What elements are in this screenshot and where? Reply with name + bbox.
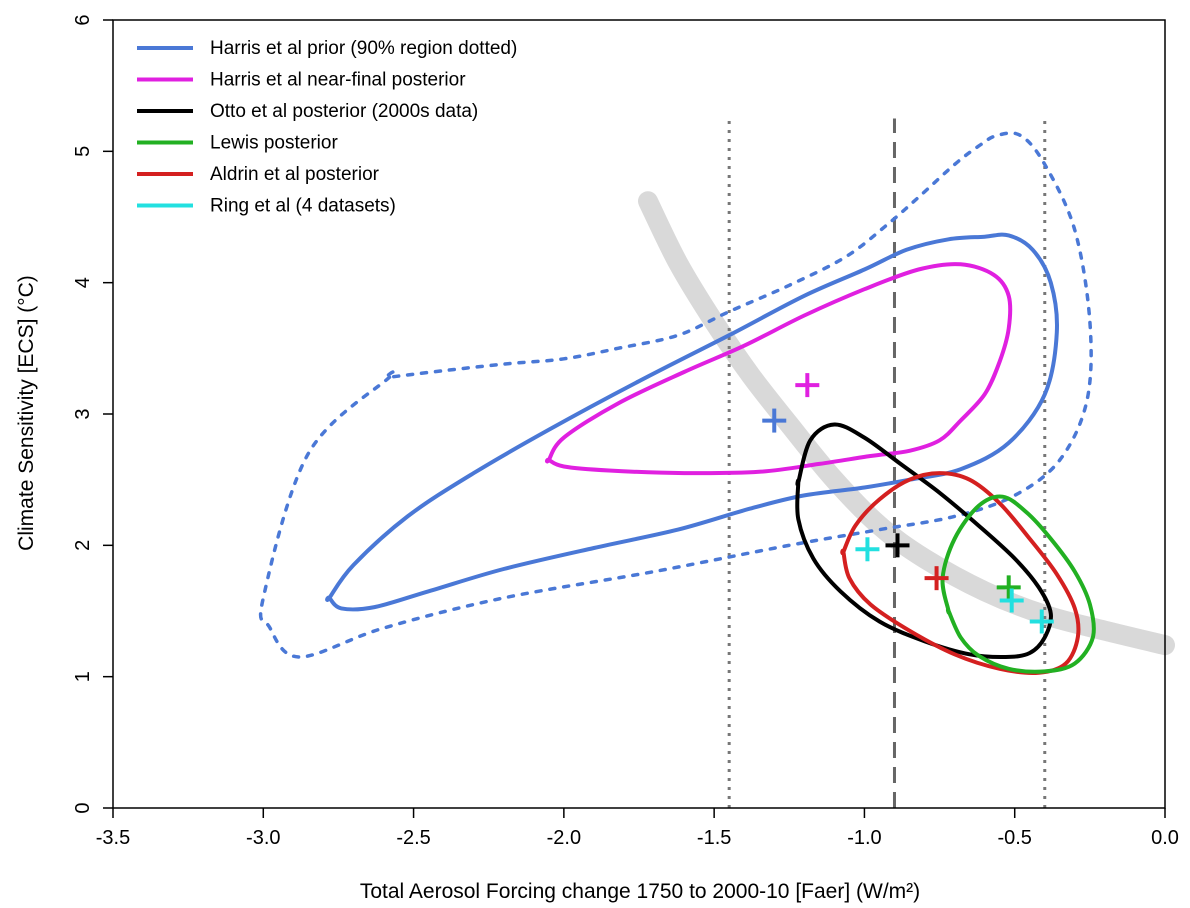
- legend-item: Lewis posterior: [137, 133, 338, 154]
- y-tick-label: 6: [72, 14, 94, 25]
- cross-marker: [1029, 609, 1054, 634]
- legend-item: Otto et al posterior (2000s data): [137, 101, 478, 122]
- cross-marker: [855, 537, 880, 562]
- series-contour: [258, 131, 1093, 659]
- legend-item: Ring et al (4 datasets): [137, 196, 396, 217]
- series-contour: [544, 262, 1013, 476]
- series-contour: [840, 471, 1081, 675]
- x-tick-label: -3.0: [246, 827, 280, 849]
- y-tick-label: 0: [72, 802, 94, 813]
- legend-item: Harris et al near-final posterior: [137, 70, 466, 91]
- x-tick-label: -1.5: [697, 827, 731, 849]
- cross-marker: [885, 533, 910, 558]
- y-tick-label: 2: [72, 540, 94, 551]
- legend-label: Ring et al (4 datasets): [210, 196, 396, 217]
- y-tick-label: 4: [72, 277, 94, 288]
- legend-label: Aldrin et al posterior: [210, 164, 380, 185]
- x-tick-label: -1.0: [847, 827, 881, 849]
- cross-marker: [924, 566, 949, 591]
- series-contour: [940, 494, 1096, 674]
- reference-lines: [727, 118, 1047, 808]
- y-tick-label: 1: [72, 671, 94, 682]
- axes: -3.5 -3.0 -2.5 -2.0 -1.5 -1.0 -0.5 0.0 0 1 2 3 4 5 6: [72, 14, 1179, 849]
- legend-label: Harris et al near-final posterior: [210, 70, 466, 91]
- y-tick-label: 5: [72, 146, 94, 157]
- series-layer: [258, 131, 1096, 675]
- x-tick-label: -2.5: [396, 827, 430, 849]
- legend-label: Otto et al posterior (2000s data): [210, 101, 478, 122]
- grey-band: [638, 191, 1175, 656]
- x-axis-title: Total Aerosol Forcing change 1750 to 200…: [360, 880, 920, 903]
- series-contour: [795, 422, 1053, 660]
- x-tick-label: -2.0: [547, 827, 581, 849]
- y-tick-label: 3: [72, 408, 94, 419]
- cross-marker: [762, 408, 787, 433]
- cross-marker: [996, 575, 1021, 600]
- legend-item: Harris et al prior (90% region dotted): [137, 38, 517, 59]
- legend: Harris et al prior (90% region dotted) Ha…: [137, 38, 517, 217]
- x-tick-label: 0.0: [1151, 827, 1179, 849]
- cross-marker: [999, 588, 1024, 613]
- cross-marker: [795, 373, 820, 398]
- legend-item: Aldrin et al posterior: [137, 164, 380, 185]
- series-contour: [325, 232, 1059, 612]
- x-tick-label: -0.5: [997, 827, 1031, 849]
- band-layer: [638, 191, 1175, 656]
- x-tick-label: -3.5: [96, 827, 130, 849]
- y-axis-title: Climate Sensitivity [ECS] (°C): [15, 275, 38, 551]
- marker-layer: [762, 373, 1054, 634]
- legend-label: Lewis posterior: [210, 133, 338, 154]
- legend-label: Harris et al prior (90% region dotted): [210, 38, 517, 59]
